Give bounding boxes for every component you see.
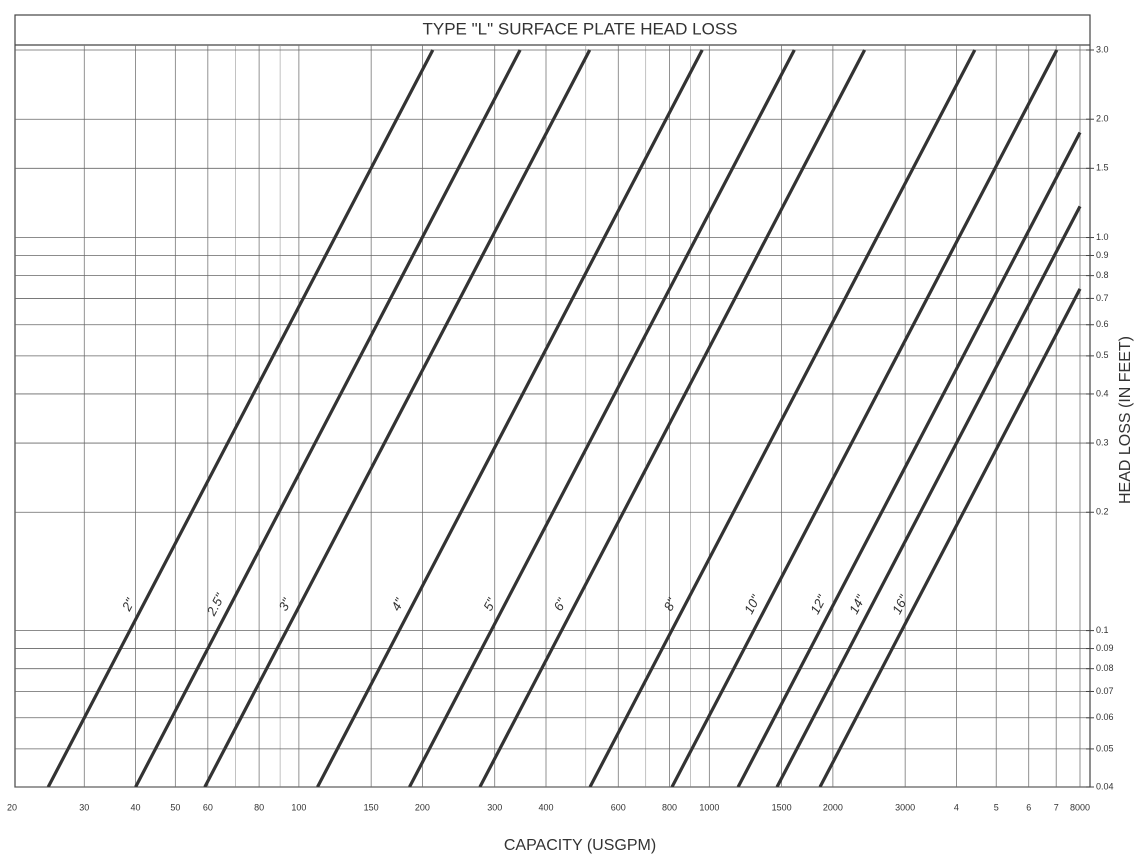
series-label: 8" <box>661 595 680 614</box>
y-tick-label: 0.09 <box>1096 643 1114 653</box>
y-tick-label: 0.6 <box>1096 319 1109 329</box>
x-tick-label: 30 <box>79 802 89 812</box>
chart-title: TYPE "L" SURFACE PLATE HEAD LOSS <box>422 19 737 38</box>
series-label: 16" <box>889 591 912 616</box>
y-tick-label: 0.04 <box>1096 781 1114 791</box>
x-tick-label: 1500 <box>772 802 792 812</box>
grid <box>15 45 1090 788</box>
y-tick-label: 0.7 <box>1096 293 1109 303</box>
x-tick-label: 5 <box>994 802 999 812</box>
series-line <box>134 49 522 787</box>
y-tick-label: 0.5 <box>1096 350 1109 360</box>
labels: 20 30 40 50 60 80 100 150 200 300 400 600 800 1000 150… <box>7 44 1114 812</box>
plot-frame <box>14 14 1091 788</box>
series-line <box>408 49 796 787</box>
y-tick-label: 0.05 <box>1096 743 1114 753</box>
series-label: 10" <box>741 591 764 616</box>
series-line <box>670 49 1059 787</box>
y-tick-label: 2.0 <box>1096 114 1109 124</box>
series-line <box>478 49 867 787</box>
y-tick-label: 0.06 <box>1096 712 1114 722</box>
x-tick-label: 1000 <box>699 802 719 812</box>
x-tick-label: 400 <box>538 802 553 812</box>
y-tick-label: 0.9 <box>1096 250 1109 260</box>
series-label: 5" <box>480 595 499 614</box>
x-tick-label: 40 <box>131 802 141 812</box>
series-line <box>736 131 1082 787</box>
y-tick-label: 0.3 <box>1096 437 1109 447</box>
series-line <box>46 49 435 787</box>
x-tick-label: 2000 <box>823 802 843 812</box>
series-label: 3" <box>276 595 295 614</box>
x-tick-label: 600 <box>611 802 626 812</box>
series-line <box>818 288 1082 787</box>
x-tick-label: 80 <box>254 802 264 812</box>
x-tick-label: 3000 <box>895 802 915 812</box>
y-tick-label: 0.8 <box>1096 270 1109 280</box>
x-axis-label: CAPACITY (USGPM) <box>504 837 656 854</box>
x-tick-label: 150 <box>364 802 379 812</box>
x-tick-label: 6 <box>1026 802 1031 812</box>
series-line <box>775 205 1082 787</box>
series-label: 4" <box>388 595 407 614</box>
y-tick-label: 0.1 <box>1096 625 1109 635</box>
x-tick-label: 200 <box>415 802 430 812</box>
series-label: 14" <box>846 591 869 616</box>
x-tick-label: 100 <box>291 802 306 812</box>
y-tick-label: 0.08 <box>1096 663 1114 673</box>
x-tick-label: 8000 <box>1070 802 1090 812</box>
y-tick-label: 0.2 <box>1096 507 1109 517</box>
y-tick-label: 1.5 <box>1096 163 1109 173</box>
x-tick-label: 50 <box>170 802 180 812</box>
y-tick-label: 3.0 <box>1096 44 1109 54</box>
y-tick-label: 0.4 <box>1096 388 1109 398</box>
x-tick-label: 800 <box>662 802 677 812</box>
series-label: 6" <box>551 595 570 614</box>
series-line <box>316 49 704 787</box>
series-label: 12" <box>807 591 830 616</box>
series-line <box>203 49 592 787</box>
data-lines <box>46 49 1082 787</box>
x-tick-label: 7 <box>1054 802 1059 812</box>
y-tick-label: 0.07 <box>1096 686 1114 696</box>
series-line <box>588 49 977 787</box>
y-tick-label: 1.0 <box>1096 232 1109 242</box>
x-tick-label: 60 <box>203 802 213 812</box>
x-tick-label: 300 <box>487 802 502 812</box>
x-tick-label: 4 <box>954 802 959 812</box>
x-tick-label: 20 <box>7 802 17 812</box>
y-axis-label: HEAD LOSS (IN FEET) <box>1117 336 1134 504</box>
